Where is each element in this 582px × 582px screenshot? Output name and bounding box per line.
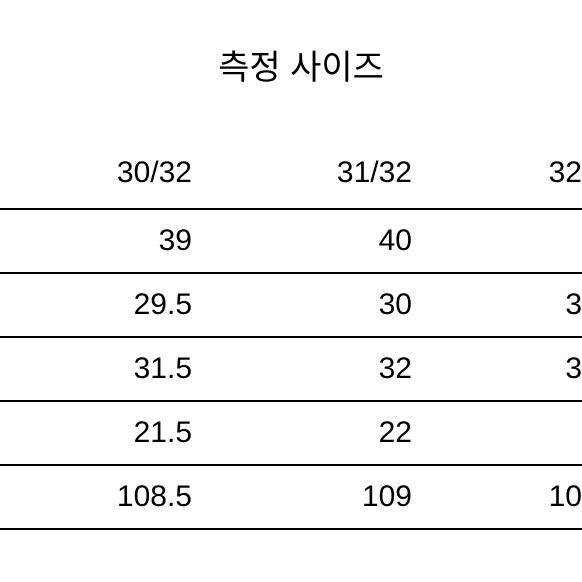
column-header: 30/32 <box>0 144 220 209</box>
table-cell: 108.5 <box>0 465 220 529</box>
table-cell: 3 <box>440 273 582 337</box>
table-cell: 32 <box>220 337 440 401</box>
table-cell: 22 <box>220 401 440 465</box>
table-cell: 30 <box>220 273 440 337</box>
size-table: 30/32 31/32 32 39 40 29.5 30 3 31.5 32 3 <box>0 144 582 530</box>
table-cell: 39 <box>0 209 220 273</box>
table-cell <box>440 401 582 465</box>
table-cell: 31.5 <box>0 337 220 401</box>
page-title: 측정 사이즈 <box>0 40 582 89</box>
table-row: 21.5 22 <box>0 401 582 465</box>
column-header: 32 <box>440 144 582 209</box>
table-row: 108.5 109 10 <box>0 465 582 529</box>
table-cell <box>440 209 582 273</box>
table-cell: 3 <box>440 337 582 401</box>
column-header: 31/32 <box>220 144 440 209</box>
table-cell: 10 <box>440 465 582 529</box>
table-row: 39 40 <box>0 209 582 273</box>
table-cell: 21.5 <box>0 401 220 465</box>
table-cell: 29.5 <box>0 273 220 337</box>
size-table-container: 측정 사이즈 30/32 31/32 32 39 40 29.5 30 3 31… <box>0 0 582 582</box>
table-row: 29.5 30 3 <box>0 273 582 337</box>
table-header-row: 30/32 31/32 32 <box>0 144 582 209</box>
table-row: 31.5 32 3 <box>0 337 582 401</box>
table-cell: 40 <box>220 209 440 273</box>
table-cell: 109 <box>220 465 440 529</box>
